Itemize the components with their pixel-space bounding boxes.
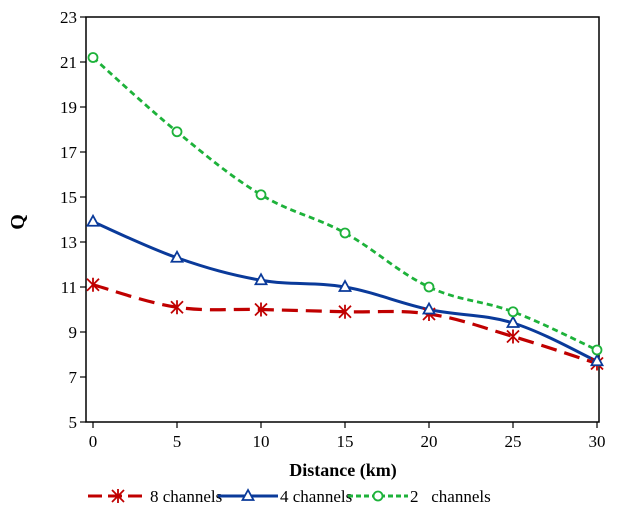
series-1-point bbox=[506, 329, 520, 344]
x-tick-label: 25 bbox=[505, 432, 522, 451]
series-2-point bbox=[505, 315, 521, 328]
legend-marker-2 bbox=[240, 488, 256, 501]
series-3-point bbox=[591, 344, 603, 356]
x-tick-label: 10 bbox=[253, 432, 270, 451]
x-axis-label: Distance (km) bbox=[289, 460, 396, 481]
legend-marker-3 bbox=[372, 490, 384, 502]
series-3-point bbox=[255, 189, 267, 201]
plot-area bbox=[85, 16, 600, 423]
series-3-point bbox=[423, 281, 435, 293]
legend-marker-1 bbox=[111, 489, 125, 503]
y-tick-label: 19 bbox=[60, 98, 77, 117]
series-3-point bbox=[507, 306, 519, 318]
series-3-point bbox=[171, 126, 183, 138]
x-tick-label: 5 bbox=[173, 432, 182, 451]
series-1-point bbox=[86, 277, 100, 292]
series-1-point bbox=[254, 302, 268, 317]
series-2-point bbox=[85, 213, 101, 227]
y-axis-label: Q bbox=[7, 214, 29, 230]
x-tick-label: 15 bbox=[337, 432, 354, 451]
series-2-point bbox=[253, 272, 269, 286]
series-2-point bbox=[169, 249, 185, 263]
series-2-point bbox=[589, 353, 605, 367]
series-2-point bbox=[421, 301, 437, 315]
x-axis: 0 5 10 15 20 25 30 bbox=[89, 422, 606, 451]
legend-label-3: 2 channels bbox=[410, 487, 491, 506]
y-tick-label: 7 bbox=[69, 368, 78, 387]
series-1-point bbox=[338, 304, 352, 319]
y-tick-label: 5 bbox=[69, 413, 78, 432]
series-layer bbox=[85, 52, 605, 371]
legend-label-2: 4 channels bbox=[280, 487, 352, 506]
series-3-point bbox=[339, 227, 351, 239]
y-tick-label: 15 bbox=[60, 188, 77, 207]
y-tick-label: 17 bbox=[60, 143, 78, 162]
y-tick-label: 9 bbox=[69, 323, 78, 342]
series-3-point bbox=[87, 52, 99, 63]
x-tick-label: 30 bbox=[589, 432, 606, 451]
x-tick-label: 20 bbox=[421, 432, 438, 451]
y-axis: 5 7 9 11 13 15 17 19 21 23 bbox=[60, 8, 86, 432]
y-tick-label: 23 bbox=[60, 8, 77, 27]
legend-label-1: 8 channels bbox=[150, 487, 222, 506]
series-1-point bbox=[170, 300, 184, 315]
y-tick-label: 11 bbox=[61, 278, 77, 297]
y-tick-label: 21 bbox=[60, 53, 77, 72]
x-tick-label: 0 bbox=[89, 432, 98, 451]
legend: 8 channels 4 channels 2 channels bbox=[88, 487, 491, 506]
y-tick-label: 13 bbox=[60, 233, 77, 252]
series-2-point bbox=[337, 279, 353, 292]
